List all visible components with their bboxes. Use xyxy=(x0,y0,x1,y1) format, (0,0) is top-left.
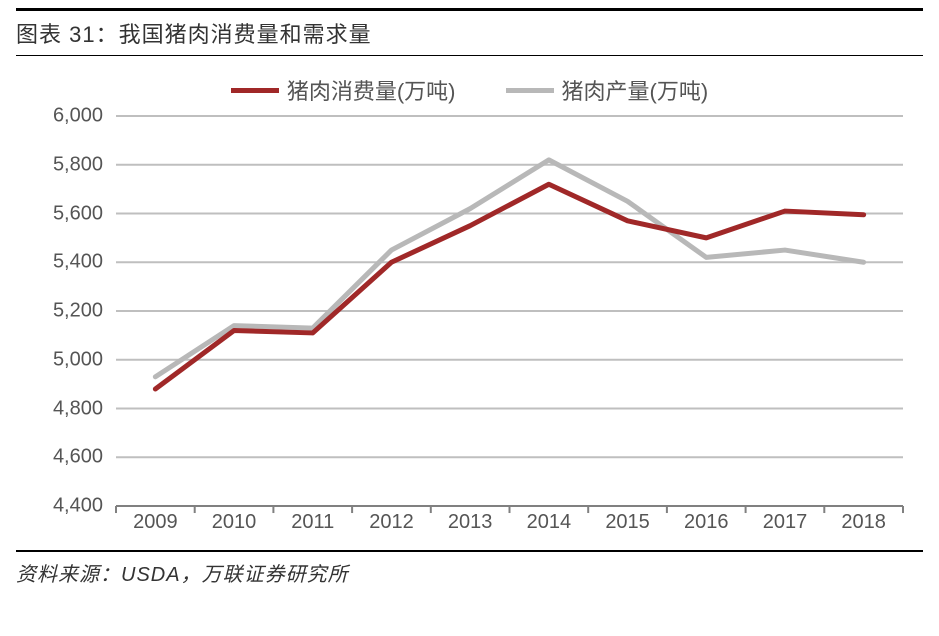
x-tick-label: 2010 xyxy=(195,511,274,546)
x-tick-label: 2016 xyxy=(667,511,746,546)
legend: 猪肉消费量(万吨) 猪肉产量(万吨) xyxy=(16,56,923,116)
y-axis-labels: 4,4004,6004,8005,0005,2005,4005,6005,800… xyxy=(36,116,111,506)
y-tick-label: 5,200 xyxy=(53,300,103,323)
y-tick-label: 5,800 xyxy=(53,153,103,176)
plot-area xyxy=(116,116,903,506)
y-tick-label: 6,000 xyxy=(53,105,103,128)
x-tick-label: 2018 xyxy=(824,511,903,546)
series-line xyxy=(155,184,863,389)
chart-title: 图表 31：我国猪肉消费量和需求量 xyxy=(16,17,923,49)
series-line xyxy=(155,160,863,377)
x-tick-label: 2015 xyxy=(588,511,667,546)
y-tick-label: 4,800 xyxy=(53,397,103,420)
legend-item-production: 猪肉产量(万吨) xyxy=(506,74,709,106)
source-text: 资料来源：USDA，万联证券研究所 xyxy=(16,564,349,586)
x-tick-label: 2014 xyxy=(510,511,589,546)
legend-label-production: 猪肉产量(万吨) xyxy=(562,74,709,106)
x-tick-label: 2013 xyxy=(431,511,510,546)
y-tick-label: 5,600 xyxy=(53,202,103,225)
x-axis-labels: 2009201020112012201320142015201620172018 xyxy=(116,511,903,546)
legend-swatch-production xyxy=(506,88,554,93)
legend-label-consumption: 猪肉消费量(万吨) xyxy=(287,74,456,106)
chart-area: 4,400 4,600 4,800 5,000 5,200 5,400 5,600 5,800… xyxy=(36,116,913,546)
y-tick-label: 5,400 xyxy=(53,251,103,274)
y-tick-label: 5,000 xyxy=(53,348,103,371)
legend-item-consumption: 猪肉消费量(万吨) xyxy=(231,74,456,106)
x-tick-label: 2017 xyxy=(746,511,825,546)
y-tick-label: 4,400 xyxy=(53,495,103,518)
y-tick-label: 4,600 xyxy=(53,446,103,469)
chart-title-bar: 图表 31：我国猪肉消费量和需求量 xyxy=(16,8,923,56)
legend-swatch-consumption xyxy=(231,88,279,93)
source-footer: 资料来源：USDA，万联证券研究所 xyxy=(16,550,923,587)
x-tick-label: 2009 xyxy=(116,511,195,546)
x-tick-label: 2011 xyxy=(273,511,352,546)
x-tick-label: 2012 xyxy=(352,511,431,546)
